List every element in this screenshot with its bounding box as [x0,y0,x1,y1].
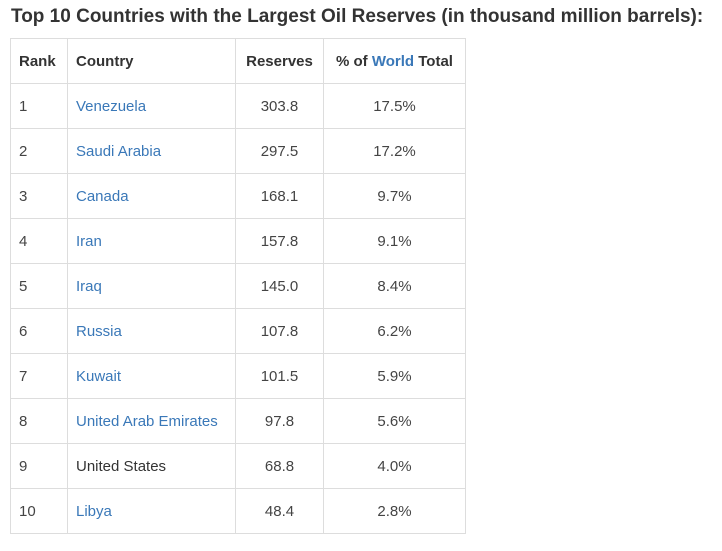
country-link[interactable]: Libya [76,502,112,520]
country-cell: Iran [67,218,236,264]
table-row: 4 Iran 157.8 9.1% [10,218,466,264]
table-header: Rank Country Reserves % of World Total [10,38,466,84]
rank-cell: 9 [10,443,68,489]
rank-cell: 8 [10,398,68,444]
header-country: Country [67,38,236,84]
world-share-cell: 5.9% [323,353,466,399]
rank-cell: 7 [10,353,68,399]
reserves-cell: 145.0 [235,263,324,309]
country-link[interactable]: Venezuela [76,97,147,115]
world-share-cell: 6.2% [323,308,466,354]
country-cell: Russia [67,308,236,354]
table-row: 10 Libya 48.4 2.8% [10,488,466,534]
country-link[interactable]: Saudi Arabia [76,142,162,160]
world-share-cell: 5.6% [323,398,466,444]
table-row: 5 Iraq 145.0 8.4% [10,263,466,309]
rank-cell: 6 [10,308,68,354]
page-title: Top 10 Countries with the Largest Oil Re… [11,6,704,27]
header-reserves: Reserves [235,38,324,84]
rank-cell: 2 [10,128,68,174]
header-rank: Rank [10,38,68,84]
table-row: 2 Saudi Arabia 297.5 17.2% [10,128,466,174]
table-row: 3 Canada 168.1 9.7% [10,173,466,219]
world-share-cell: 9.1% [323,218,466,264]
country-cell: Canada [67,173,236,219]
country-cell: Iraq [67,263,236,309]
table-row: 7 Kuwait 101.5 5.9% [10,353,466,399]
world-share-cell: 9.7% [323,173,466,219]
rank-cell: 4 [10,218,68,264]
header-share-prefix: % of [336,52,372,70]
rank-cell: 5 [10,263,68,309]
world-share-cell: 4.0% [323,443,466,489]
rank-cell: 1 [10,83,68,129]
world-link[interactable]: World [371,52,415,70]
reserves-cell: 168.1 [235,173,324,219]
country-cell: Kuwait [67,353,236,399]
table-row: 9 United States 68.8 4.0% [10,443,466,489]
world-share-cell: 8.4% [323,263,466,309]
country-link[interactable]: Kuwait [76,367,122,385]
reserves-cell: 107.8 [235,308,324,354]
reserves-cell: 303.8 [235,83,324,129]
country-link[interactable]: United Arab Emirates [76,412,218,430]
header-world-share: % of World Total [323,38,466,84]
country-cell: Libya [67,488,236,534]
reserves-cell: 68.8 [235,443,324,489]
reserves-cell: 48.4 [235,488,324,534]
country-cell: United States [67,443,236,489]
country-link[interactable]: Russia [76,322,122,340]
country-name: United States [76,457,167,475]
country-cell: United Arab Emirates [67,398,236,444]
world-share-cell: 17.5% [323,83,466,129]
reserves-cell: 101.5 [235,353,324,399]
country-link[interactable]: Iraq [76,277,102,295]
header-row: Rank Country Reserves % of World Total [10,38,466,84]
rank-cell: 3 [10,173,68,219]
country-cell: Saudi Arabia [67,128,236,174]
oil-reserves-table: Rank Country Reserves % of World Total 1… [10,38,466,534]
reserves-cell: 297.5 [235,128,324,174]
world-share-cell: 2.8% [323,488,466,534]
world-share-cell: 17.2% [323,128,466,174]
country-link[interactable]: Canada [76,187,129,205]
table-row: 6 Russia 107.8 6.2% [10,308,466,354]
reserves-cell: 157.8 [235,218,324,264]
reserves-cell: 97.8 [235,398,324,444]
rank-cell: 10 [10,488,68,534]
table-body: 1 Venezuela 303.8 17.5% 2 Saudi Arabia 297.5 17… [10,83,466,534]
table-row: 8 United Arab Emirates 97.8 5.6% [10,398,466,444]
country-cell: Venezuela [67,83,236,129]
header-share-suffix: Total [414,52,453,70]
table-row: 1 Venezuela 303.8 17.5% [10,83,466,129]
country-link[interactable]: Iran [76,232,102,250]
